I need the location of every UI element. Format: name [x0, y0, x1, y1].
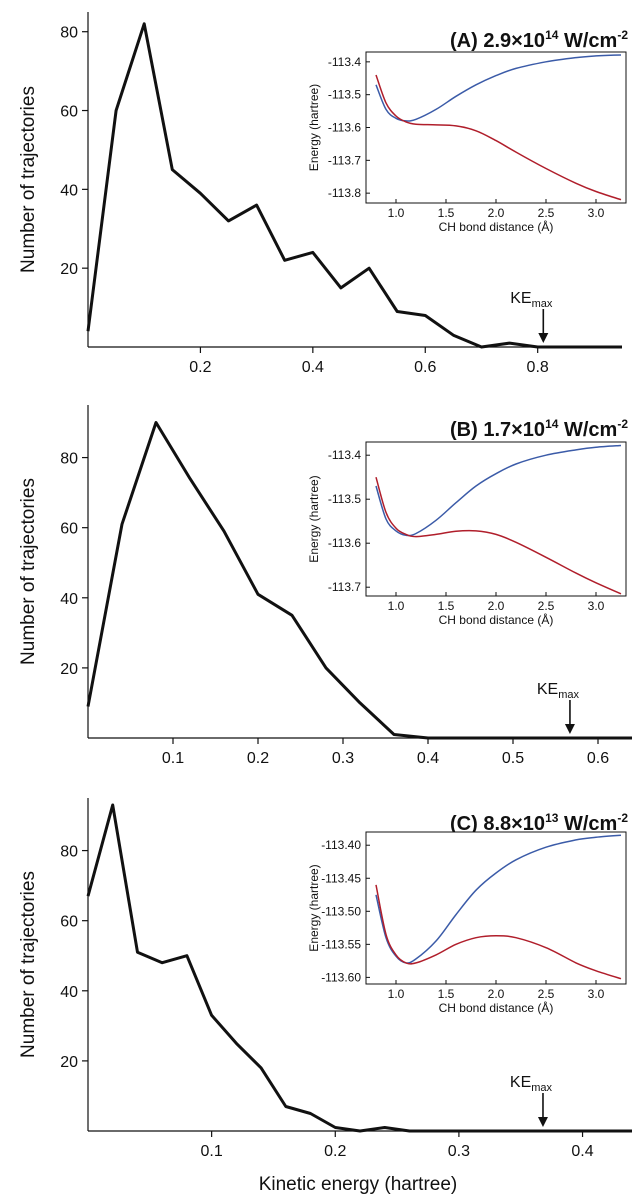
x-tick-label: 0.4 [571, 1143, 593, 1160]
inset-y-axis-title: Energy (hartree) [307, 84, 321, 171]
inset-red-curve [375, 476, 622, 595]
x-tick-label: 0.4 [302, 359, 324, 376]
inset-x-tick-label: 1.5 [438, 599, 455, 613]
y-tick-label: 20 [60, 1054, 78, 1071]
inset-frame [365, 51, 627, 204]
inset-red-curve [375, 884, 622, 980]
inset-x-axis-title: CH bond distance (Å) [439, 1000, 554, 1015]
inset-blue-curve [375, 444, 622, 537]
inset-x-tick-label: 2.5 [538, 206, 555, 220]
series-line [86, 22, 622, 349]
inset-y-tick-label: -113.5 [328, 492, 361, 506]
x-tick-label: 0.2 [247, 750, 269, 767]
inset-y-tick-label: -113.6 [328, 121, 361, 135]
inset-x-tick-label: 2.0 [488, 987, 505, 1001]
inset-y-tick-label: -113.60 [321, 970, 361, 984]
inset-x-tick-label: 3.0 [588, 599, 605, 613]
x-tick-label: 0.5 [502, 750, 524, 767]
y-tick-label: 20 [60, 261, 78, 278]
inset-x-axis-title: CH bond distance (Å) [439, 612, 554, 627]
ke-max-label: KEmax [537, 681, 580, 701]
inset-plot: -113.4 -113.5 -113.6 -113.7 1.0 1.5 2.0 2.5 3.0 C… [307, 441, 627, 627]
inset-x-tick-label: 2.5 [538, 599, 555, 613]
panel-a: 20 40 60 80 0.2 0.4 0.6 0.8 Number of trajectori… [18, 12, 628, 376]
x-tick-label: 0.6 [587, 750, 609, 767]
inset-y-tick-label: -113.55 [321, 937, 361, 951]
y-axis-title: Number of trajectories [18, 86, 39, 273]
inset-y-tick-label: -113.40 [321, 838, 361, 852]
inset-x-tick-label: 3.0 [588, 987, 605, 1001]
inset-y-tick-label: -113.6 [328, 536, 361, 550]
inset-red-curve [375, 74, 622, 201]
inset-x-tick-label: 1.0 [388, 987, 405, 1001]
inset-y-tick-label: -113.4 [328, 55, 361, 69]
inset-x-axis-title: CH bond distance (Å) [439, 219, 554, 234]
x-tick-label: 0.2 [324, 1143, 346, 1160]
inset-x-tick-label: 1.0 [388, 599, 405, 613]
y-tick-label: 80 [60, 451, 78, 468]
inset-x-tick-label: 2.0 [488, 599, 505, 613]
y-tick-label: 80 [60, 25, 78, 42]
inset-frame [365, 831, 627, 985]
y-axis-title: Number of trajectories [18, 871, 39, 1058]
inset-x-tick-label: 1.5 [438, 987, 455, 1001]
inset-plot: -113.40 -113.45 -113.50 -113.55 -113.60 1.0 1.… [307, 831, 627, 1015]
series-line [86, 421, 632, 740]
inset-x-tick-label: 3.0 [588, 206, 605, 220]
series-line [86, 803, 632, 1133]
x-tick-label: 0.4 [417, 750, 439, 767]
inset-x-tick-label: 2.0 [488, 206, 505, 220]
inset-blue-curve [375, 54, 622, 122]
inset-x-tick-label: 1.5 [438, 206, 455, 220]
inset-y-tick-label: -113.4 [328, 448, 361, 462]
panel-c: 20 40 60 80 0.1 0.2 0.3 0.4 Number of trajectori… [18, 798, 632, 1160]
inset-y-axis-title: Energy (hartree) [307, 475, 321, 562]
inset-y-tick-label: -113.8 [328, 186, 361, 200]
y-tick-label: 20 [60, 661, 78, 678]
y-tick-label: 60 [60, 521, 78, 538]
inset-y-tick-label: -113.50 [321, 904, 361, 918]
panel-title: (C) 8.8×1013 W/cm-2 [450, 811, 628, 835]
inset-frame [365, 441, 627, 597]
inset-y-tick-label: -113.5 [328, 88, 361, 102]
inset-y-tick-label: -113.7 [328, 580, 361, 594]
x-tick-label: 0.1 [162, 750, 184, 767]
inset-x-tick-label: 1.0 [388, 206, 405, 220]
inset-y-tick-label: -113.45 [321, 871, 361, 885]
y-tick-label: 40 [60, 591, 78, 608]
x-tick-label: 0.2 [189, 359, 211, 376]
ke-max-label: KEmax [510, 290, 553, 310]
y-tick-label: 60 [60, 914, 78, 931]
ke-max-label: KEmax [510, 1074, 553, 1094]
inset-x-tick-label: 2.5 [538, 987, 555, 1001]
inset-y-tick-label: -113.7 [328, 153, 361, 167]
panel-b: 20 40 60 80 0.1 0.2 0.3 0.4 0.5 0.6 Number of traj… [18, 405, 632, 767]
panels: 20 40 60 80 0.2 0.4 0.6 0.8 Number of trajectori… [18, 12, 632, 1160]
y-axis-title: Number of trajectories [18, 478, 39, 665]
x-tick-label: 0.8 [527, 359, 549, 376]
x-axis-title: Kinetic energy (hartree) [259, 1174, 458, 1195]
x-tick-label: 0.6 [414, 359, 436, 376]
ke-max-arrowhead [538, 333, 549, 343]
ke-max-arrowhead [564, 724, 575, 734]
panel-title: (B) 1.7×1014 W/cm-2 [450, 417, 628, 441]
ke-max-arrowhead [537, 1117, 548, 1127]
y-tick-label: 60 [60, 104, 78, 121]
y-tick-label: 40 [60, 984, 78, 1001]
panel-title: (A) 2.9×1014 W/cm-2 [450, 28, 628, 52]
x-tick-label: 0.3 [448, 1143, 470, 1160]
inset-y-axis-title: Energy (hartree) [307, 864, 321, 951]
inset-plot: -113.4 -113.5 -113.6 -113.7 -113.8 1.0 1.5 2.0 2… [307, 51, 627, 234]
y-tick-label: 40 [60, 182, 78, 199]
y-tick-label: 80 [60, 844, 78, 861]
x-tick-label: 0.1 [201, 1143, 223, 1160]
x-tick-label: 0.3 [332, 750, 354, 767]
